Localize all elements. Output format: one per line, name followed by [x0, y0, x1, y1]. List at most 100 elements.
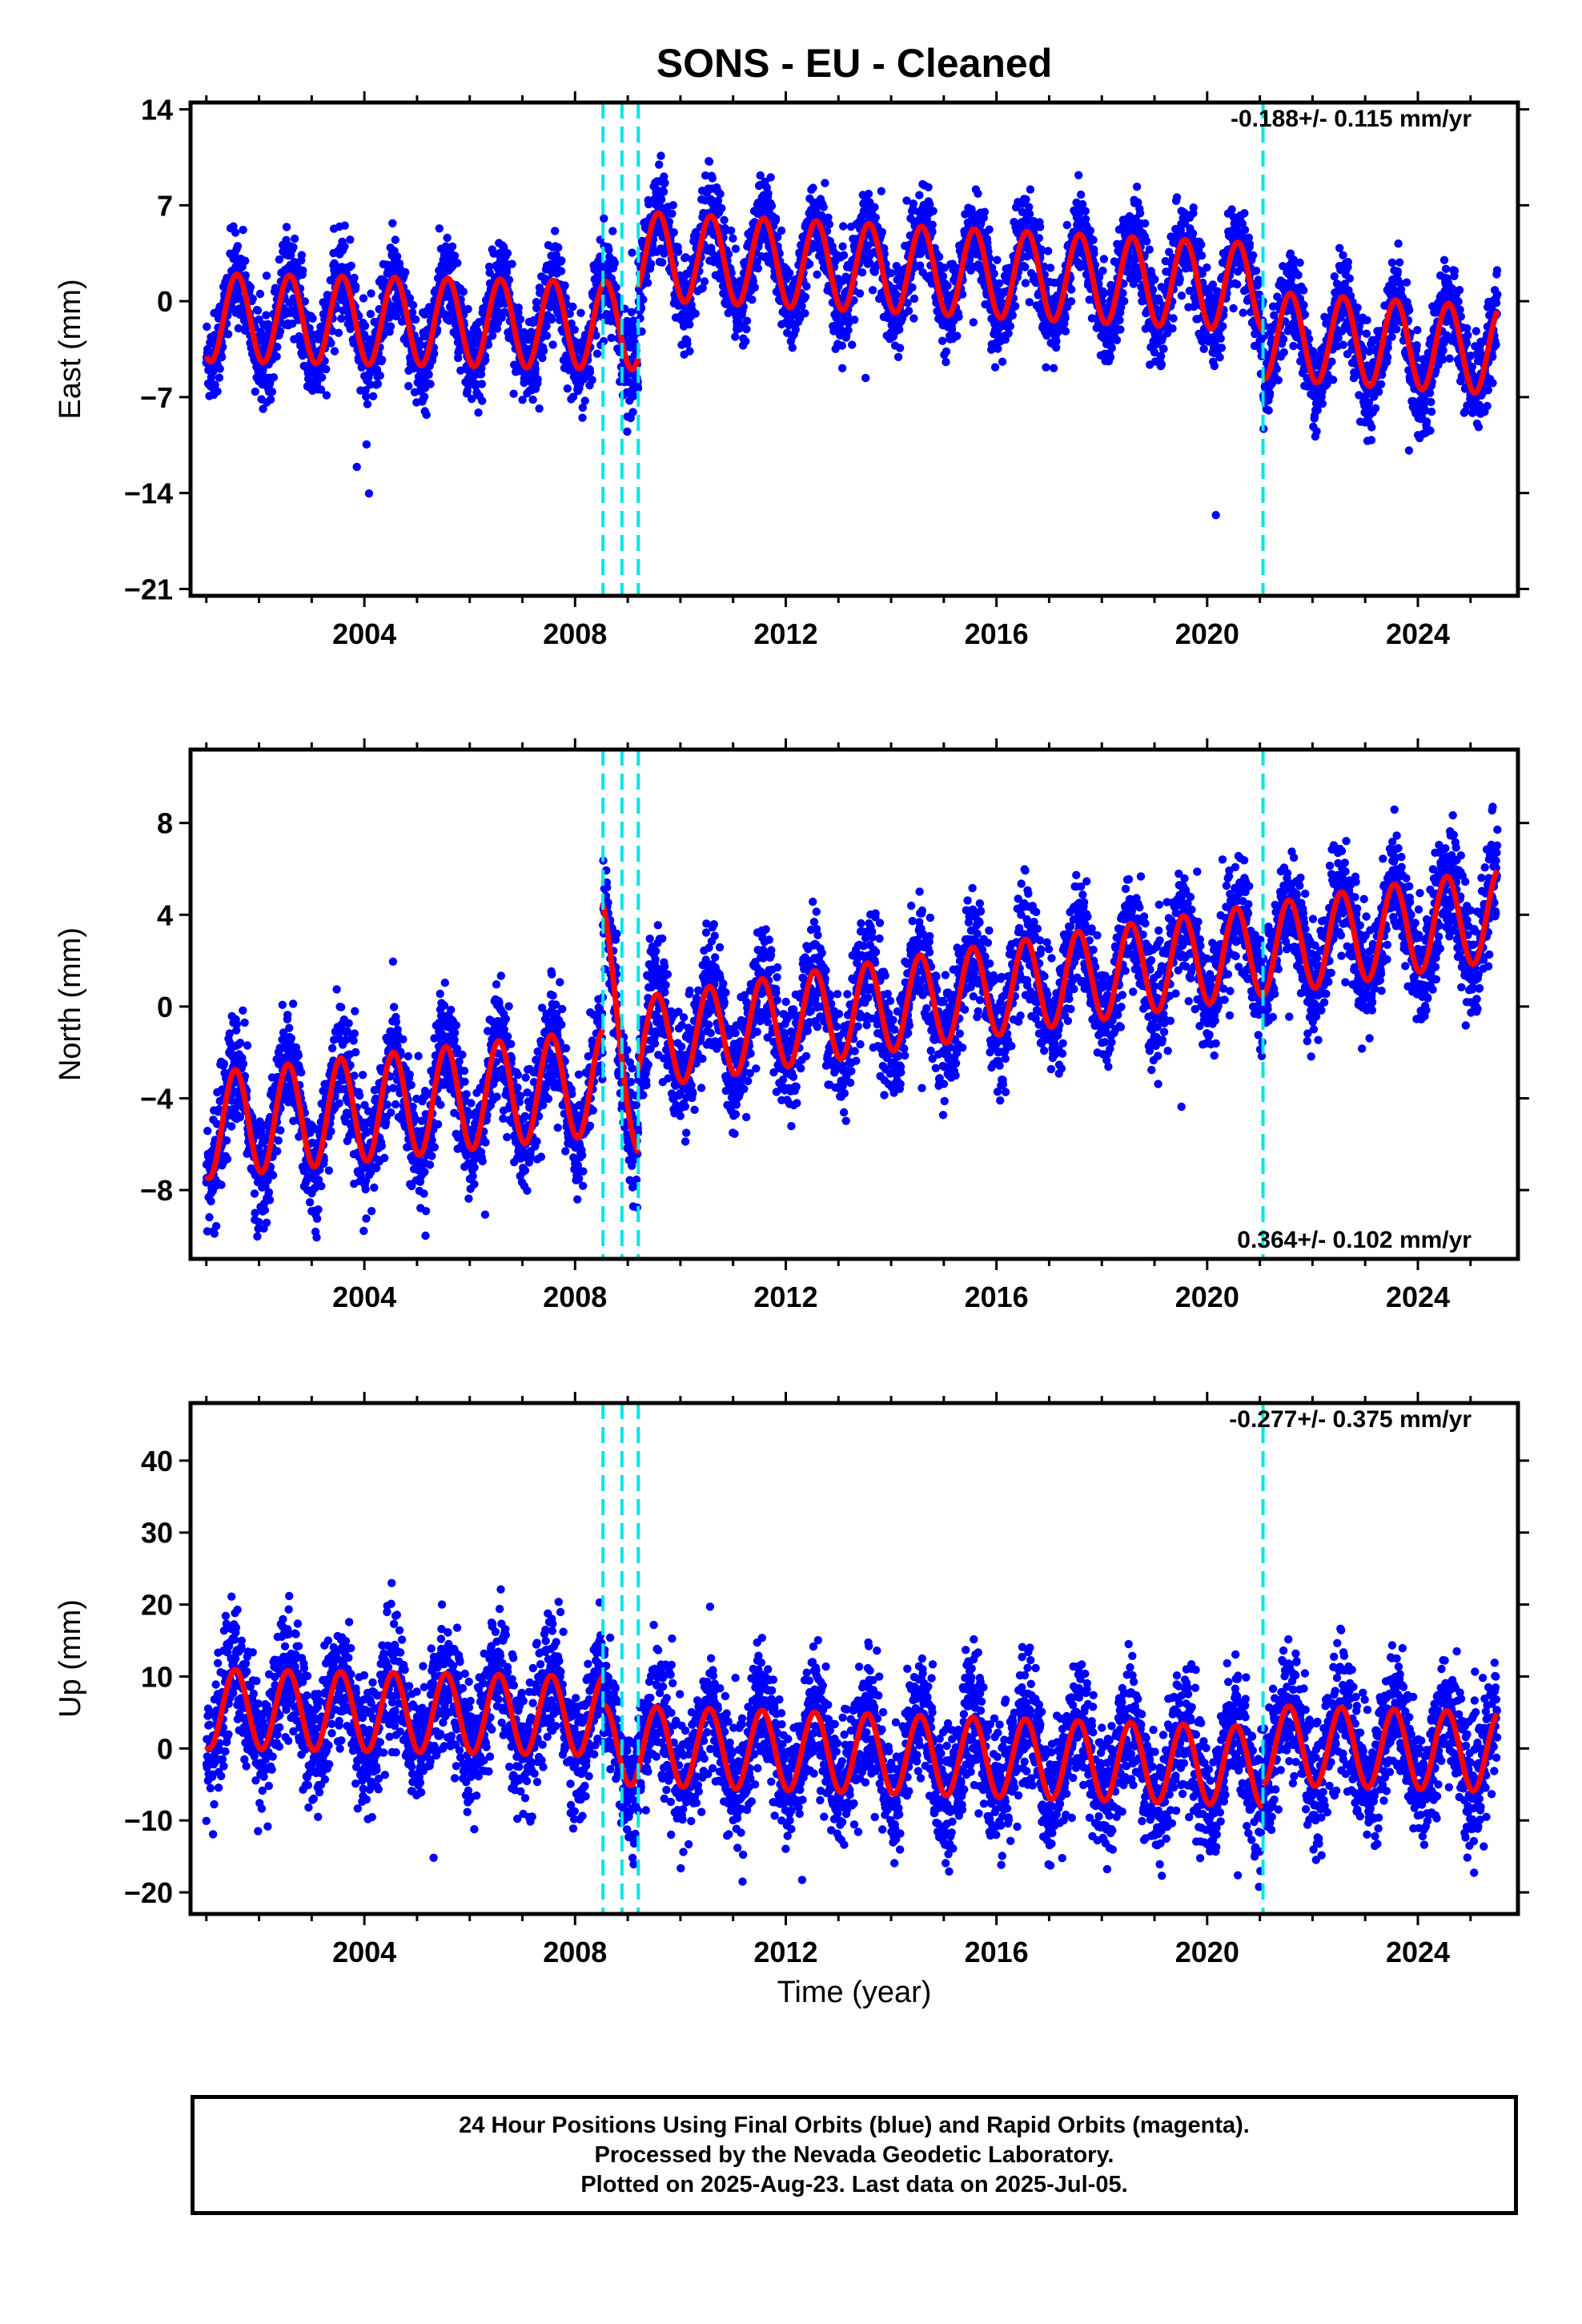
data-point	[362, 440, 371, 449]
data-point	[322, 391, 331, 400]
data-point	[391, 235, 400, 244]
data-point	[705, 157, 714, 166]
data-point	[928, 220, 937, 229]
data-point	[1011, 302, 1020, 311]
data-point	[317, 373, 327, 382]
data-point	[518, 396, 527, 404]
data-point	[373, 380, 383, 388]
data-point	[213, 387, 222, 396]
data-point	[633, 384, 643, 392]
data-point	[985, 225, 994, 234]
data-point	[430, 349, 439, 358]
data-point	[1335, 243, 1344, 252]
data-point	[551, 227, 560, 235]
data-point	[366, 380, 375, 389]
data-point	[554, 243, 563, 252]
data-point	[628, 408, 637, 416]
data-point	[426, 380, 435, 388]
data-point	[1299, 286, 1308, 295]
data-point	[855, 289, 865, 298]
data-point	[934, 252, 944, 261]
data-point	[819, 203, 828, 211]
data-point	[580, 396, 589, 405]
data-point	[275, 255, 283, 264]
data-point	[239, 225, 247, 235]
data-point	[1343, 258, 1353, 267]
data-point	[801, 309, 809, 318]
data-point	[1025, 209, 1034, 219]
data-point	[1086, 226, 1095, 235]
data-point	[340, 221, 349, 230]
data-point	[604, 245, 613, 255]
data-point	[742, 324, 751, 334]
data-point	[797, 302, 806, 311]
data-point	[246, 283, 255, 292]
data-point	[450, 251, 460, 260]
data-point	[802, 282, 811, 291]
data-point	[1157, 360, 1166, 369]
data-point	[1116, 325, 1125, 334]
data-point	[464, 304, 472, 314]
data-point	[351, 282, 360, 291]
data-point	[848, 340, 857, 349]
data-point	[1099, 289, 1108, 299]
data-point	[669, 201, 677, 210]
data-point	[542, 322, 551, 331]
data-point	[282, 223, 291, 231]
data-point	[578, 413, 587, 422]
data-point	[538, 353, 547, 363]
data-point	[1188, 229, 1198, 238]
data-point	[251, 387, 259, 396]
data-point	[659, 187, 669, 196]
data-point	[1089, 235, 1098, 244]
data-point	[248, 294, 257, 304]
data-point	[821, 179, 829, 187]
data-point	[924, 183, 933, 191]
data-point	[720, 215, 729, 224]
data-point	[533, 375, 542, 384]
data-point	[656, 151, 665, 160]
data-point	[367, 289, 375, 298]
data-point	[1008, 311, 1018, 320]
data-point	[1035, 223, 1045, 231]
data-point	[895, 325, 904, 334]
data-point	[231, 228, 240, 237]
data-point	[729, 234, 737, 243]
panel-east-plot-area	[202, 151, 1502, 520]
data-point	[850, 316, 859, 324]
data-point	[870, 203, 879, 211]
data-point	[644, 199, 653, 209]
data-point	[585, 368, 595, 376]
data-point	[839, 222, 848, 231]
data-point	[1067, 285, 1076, 294]
data-point	[990, 363, 1000, 372]
data-point	[366, 309, 375, 319]
data-point	[1042, 363, 1050, 372]
data-point	[275, 327, 285, 336]
data-point	[347, 261, 355, 270]
data-point	[1099, 255, 1109, 263]
data-point	[915, 191, 924, 199]
data-point	[1330, 272, 1339, 281]
data-point	[504, 275, 514, 284]
data-point	[1026, 185, 1035, 194]
data-point	[1175, 275, 1184, 284]
data-point	[1339, 340, 1348, 349]
data-point	[717, 203, 726, 213]
data-point	[253, 306, 263, 315]
data-point	[262, 271, 271, 280]
data-point	[895, 344, 905, 352]
data-point	[477, 380, 487, 388]
data-point	[241, 256, 250, 265]
data-point	[266, 395, 275, 404]
data-point	[837, 341, 847, 350]
data-point	[560, 281, 569, 290]
data-point	[502, 267, 512, 276]
data-point	[255, 289, 265, 299]
data-point	[1135, 209, 1145, 218]
data-point	[489, 249, 498, 258]
data-point	[327, 339, 335, 348]
data-point	[629, 316, 638, 325]
data-point	[1046, 263, 1055, 272]
data-point	[1159, 344, 1168, 353]
